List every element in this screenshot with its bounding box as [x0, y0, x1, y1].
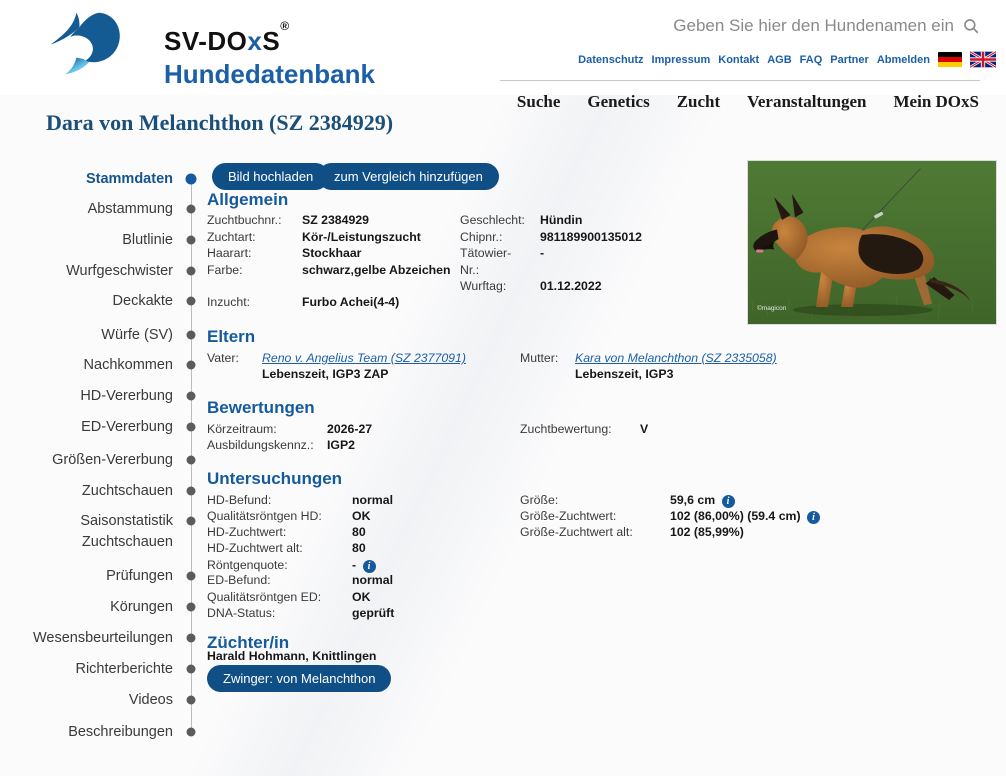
svg-text:©magicon: ©magicon	[757, 304, 787, 312]
